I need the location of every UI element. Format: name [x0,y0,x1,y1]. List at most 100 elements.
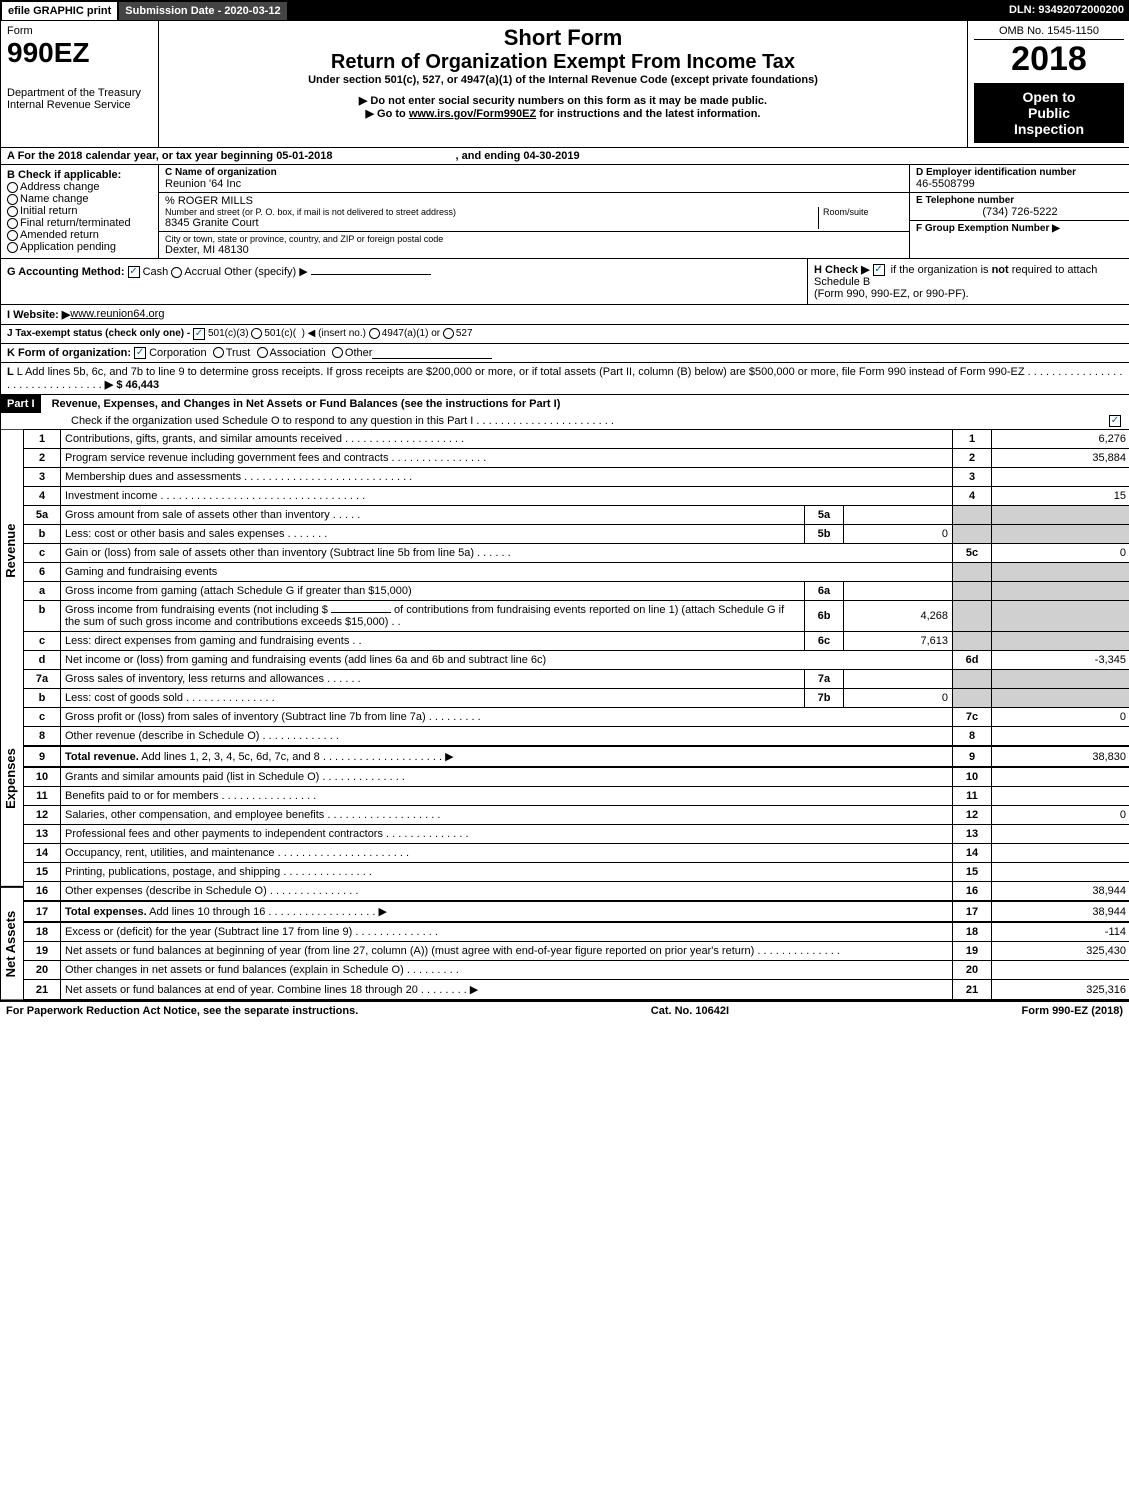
header-block: Form 990EZ Department of the Treasury In… [1,21,1129,148]
line-4: 4 Investment income . . . . . . . . . . … [24,487,1129,506]
line-7c: c Gross profit or (loss) from sales of i… [24,708,1129,727]
l-gross-receipts-row: L L Add lines 5b, 6c, and 7b to line 9 t… [1,363,1129,395]
check-501c3[interactable] [193,328,205,340]
line-6: 6 Gaming and fundraising events [24,563,1129,582]
check-application-pending[interactable]: Application pending [7,241,152,253]
section-c-org: C Name of organization Reunion '64 Inc %… [159,165,910,258]
check-501c[interactable] [251,328,262,339]
k-form-org-row: K Form of organization: Corporation Trus… [1,344,1129,363]
page-footer: For Paperwork Reduction Act Notice, see … [0,1002,1129,1020]
org-name-label: C Name of organization [165,167,903,178]
line-7b: b Less: cost of goods sold . . . . . . .… [24,689,1129,708]
open-line2: Public [978,105,1120,121]
expenses-side-label: Expenses [1,671,23,888]
irs-label: Internal Revenue Service [7,99,152,111]
line-10: 10 Grants and similar amounts paid (list… [24,767,1129,787]
i-website-row: I Website: ▶ www.reunion64.org [1,305,1129,325]
footer-right: Form 990-EZ (2018) [1022,1005,1124,1017]
check-corporation[interactable] [134,347,146,359]
h-label: H Check ▶ [814,264,870,276]
irs-url[interactable]: www.irs.gov/Form990EZ [409,108,536,120]
care-of: % ROGER MILLS [165,195,903,207]
check-trust[interactable] [213,347,224,358]
form-990ez: efile GRAPHIC print Submission Date - 20… [0,0,1129,1002]
header-left: Form 990EZ Department of the Treasury In… [1,21,159,147]
check-final-return[interactable]: Final return/terminated [7,217,152,229]
check-amended-return[interactable]: Amended return [7,229,152,241]
line-7a: 7a Gross sales of inventory, less return… [24,670,1129,689]
org-name: Reunion '64 Inc [165,178,903,190]
street-address: 8345 Granite Court [165,217,818,229]
form-number: 990EZ [7,37,152,69]
section-def: D Employer identification number 46-5508… [910,165,1129,258]
line-18: 18 Excess or (deficit) for the year (Sub… [24,922,1129,942]
efile-print-label: efile GRAPHIC print [1,1,118,21]
footer-left: For Paperwork Reduction Act Notice, see … [6,1005,358,1017]
line-5c: c Gain or (loss) from sale of assets oth… [24,544,1129,563]
line-6b: b Gross income from fundraising events (… [24,601,1129,632]
open-line1: Open to [978,89,1120,105]
check-accrual[interactable] [171,267,182,278]
ein-value: 46-5508799 [916,178,1124,190]
h-checkbox[interactable] [873,264,885,276]
website-link[interactable]: www.reunion64.org [70,308,164,321]
line-15: 15 Printing, publications, postage, and … [24,863,1129,882]
i-label: I Website: ▶ [7,308,70,321]
net-assets-side-label: Net Assets [1,888,23,1001]
g-label: G Accounting Method: [7,266,125,278]
line-1: 1 Contributions, gifts, grants, and simi… [24,430,1129,449]
line-6a: a Gross income from gaming (attach Sched… [24,582,1129,601]
l-amount: ▶ $ 46,443 [105,379,159,391]
line-12: 12 Salaries, other compensation, and emp… [24,806,1129,825]
org-info-block: B Check if applicable: Address change Na… [1,165,1129,259]
room-suite-label: Room/suite [818,207,903,229]
line-5b: b Less: cost or other basis and sales ex… [24,525,1129,544]
part-i-header-row: Part I Revenue, Expenses, and Changes in… [1,395,1129,430]
check-other-org[interactable] [332,347,343,358]
line-21: 21 Net assets or fund balances at end of… [24,980,1129,1001]
h-text2: (Form 990, 990-EZ, or 990-PF). [814,288,969,300]
open-public-box: Open to Public Inspection [974,83,1124,143]
h-check: H Check ▶ if the organization is not req… [807,259,1129,304]
city-label: City or town, state or province, country… [165,234,903,244]
submission-date-label: Submission Date - 2020-03-12 [118,1,287,21]
line-16: 16 Other expenses (describe in Schedule … [24,882,1129,902]
revenue-side-label: Revenue [1,430,23,671]
g-accounting: G Accounting Method: Cash Accrual Other … [1,259,807,304]
part-i-schedule-o-check[interactable] [1109,415,1121,427]
tax-year-begin: A For the 2018 calendar year, or tax yea… [7,150,332,162]
part-i-label: Part I [1,395,41,413]
line-13: 13 Professional fees and other payments … [24,825,1129,844]
goto-link[interactable]: ▶ Go to www.irs.gov/Form990EZ for instru… [165,107,961,120]
short-form-title: Short Form [165,25,961,51]
check-name-change[interactable]: Name change [7,193,152,205]
group-exemption-label: F Group Exemption Number ▶ [916,223,1124,234]
check-cash[interactable] [128,266,140,278]
city-state-zip: Dexter, MI 48130 [165,244,903,256]
part-i-title: Revenue, Expenses, and Changes in Net As… [44,398,561,410]
check-4947[interactable] [369,328,380,339]
subtitle: Under section 501(c), 527, or 4947(a)(1)… [165,74,961,86]
other-specify: Other (specify) ▶ [224,266,308,278]
section-a-tax-year: A For the 2018 calendar year, or tax yea… [1,148,1129,165]
line-5a: 5a Gross amount from sale of assets othe… [24,506,1129,525]
phone-label: E Telephone number [916,195,1124,206]
line-11: 11 Benefits paid to or for members . . .… [24,787,1129,806]
line-17: 17 Total expenses. Add lines 10 through … [24,901,1129,922]
check-initial-return[interactable]: Initial return [7,205,152,217]
ein-label: D Employer identification number [916,167,1124,178]
j-label: J Tax-exempt status (check only one) - [7,328,190,340]
line-6c: c Less: direct expenses from gaming and … [24,632,1129,651]
section-b-checkboxes: B Check if applicable: Address change Na… [1,165,159,258]
ssn-warning: ▶ Do not enter social security numbers o… [165,94,961,107]
check-address-change[interactable]: Address change [7,181,152,193]
line-3: 3 Membership dues and assessments . . . … [24,468,1129,487]
line-9: 9 Total revenue. Add lines 1, 2, 3, 4, 5… [24,746,1129,767]
part-i-body: Revenue Expenses Net Assets 1 Contributi… [1,430,1129,1001]
line-14: 14 Occupancy, rent, utilities, and maint… [24,844,1129,863]
form-label: Form [7,25,152,37]
k-label: K Form of organization: [7,347,131,359]
check-association[interactable] [257,347,268,358]
check-527[interactable] [443,328,454,339]
line-6d: d Net income or (loss) from gaming and f… [24,651,1129,670]
